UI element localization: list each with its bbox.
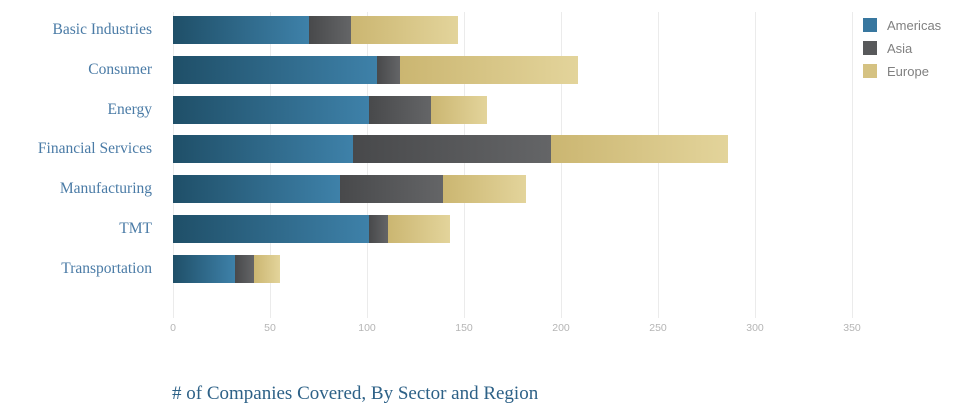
gridline (464, 12, 465, 318)
bar-segment-europe (551, 135, 728, 164)
bar-segment-americas (173, 254, 236, 283)
bar-segment-europe (431, 95, 488, 124)
bar-segment-asia (235, 254, 255, 283)
x-tick-label: 300 (746, 322, 764, 334)
category-label: Consumer (88, 60, 152, 78)
bar-segment-europe (351, 16, 459, 44)
bar-segment-europe (254, 254, 280, 283)
legend-item: Europe (863, 63, 941, 79)
bar-segment-europe (442, 175, 527, 204)
bar-segment-europe (399, 55, 579, 84)
x-tick-label: 200 (552, 322, 570, 334)
gridline (658, 12, 659, 318)
x-tick-label: 350 (843, 322, 861, 334)
category-label: Energy (107, 100, 152, 118)
chart-title: # of Companies Covered, By Sector and Re… (172, 383, 539, 404)
bar-segment-americas (173, 95, 369, 124)
bar-segment-americas (173, 135, 354, 164)
bar-segment-americas (173, 215, 369, 243)
category-label: Financial Services (37, 140, 152, 158)
bar-segment-asia (368, 95, 432, 124)
bar-segment-europe (388, 215, 451, 243)
bar-segment-asia (368, 215, 389, 243)
legend: Americas Asia Europe (863, 18, 941, 87)
legend-item: Asia (863, 40, 941, 56)
plot-area (173, 12, 940, 318)
gridline (173, 12, 174, 318)
bar-segment-asia (353, 135, 552, 164)
x-tick-label: 250 (649, 322, 667, 334)
gridline (367, 12, 368, 318)
bar-segment-asia (339, 175, 443, 204)
category-label: Basic Industries (52, 21, 152, 38)
x-tick-label: 50 (264, 322, 276, 334)
legend-label: Asia (887, 40, 913, 56)
x-tick-label: 150 (455, 322, 473, 334)
bar-segment-asia (308, 16, 352, 44)
legend-label: Americas (887, 17, 942, 33)
x-tick-label: 0 (170, 322, 176, 334)
bar-segment-americas (173, 55, 377, 84)
legend-swatch (863, 18, 877, 32)
bar-segment-asia (376, 55, 400, 84)
bar-segment-americas (173, 16, 309, 44)
legend-item: Americas (863, 17, 942, 33)
legend-swatch (863, 64, 877, 78)
legend-swatch (863, 41, 877, 55)
legend-label: Europe (887, 63, 929, 79)
category-label: Transportation (61, 259, 152, 277)
gridline (270, 12, 271, 318)
gridline (852, 12, 853, 318)
x-tick-label: 100 (358, 322, 376, 334)
category-label: TMT (119, 220, 152, 237)
gridline (755, 12, 756, 318)
category-label: Manufacturing (59, 180, 152, 198)
gridline (561, 12, 562, 318)
bar-segment-americas (173, 175, 340, 204)
